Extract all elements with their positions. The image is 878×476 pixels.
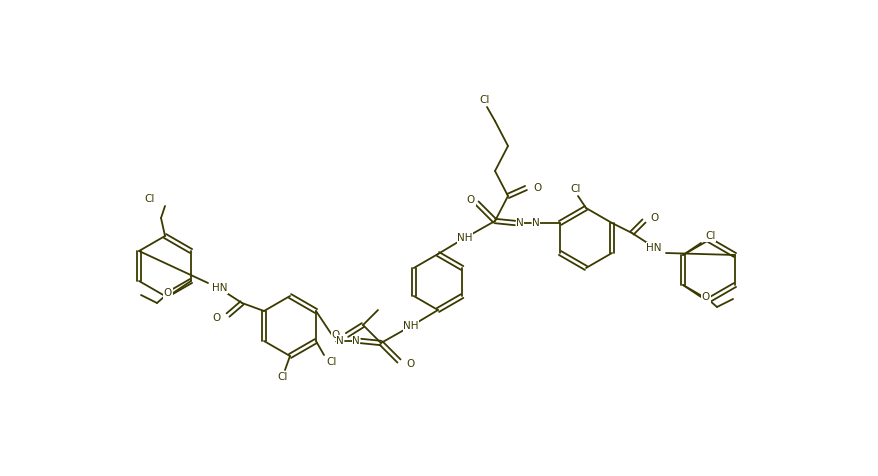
Text: Cl: Cl bbox=[277, 372, 288, 382]
Text: Cl: Cl bbox=[479, 95, 490, 105]
Text: O: O bbox=[163, 288, 172, 298]
Text: O: O bbox=[331, 330, 340, 340]
Text: HN: HN bbox=[212, 283, 227, 293]
Text: N: N bbox=[515, 218, 523, 228]
Text: HN: HN bbox=[645, 243, 661, 253]
Text: Cl: Cl bbox=[145, 194, 155, 204]
Text: O: O bbox=[212, 313, 220, 323]
Text: O: O bbox=[649, 213, 658, 223]
Text: N: N bbox=[531, 218, 539, 228]
Text: N: N bbox=[335, 336, 343, 346]
Text: N: N bbox=[352, 336, 359, 346]
Text: Cl: Cl bbox=[570, 184, 580, 194]
Text: NH: NH bbox=[457, 233, 472, 243]
Text: NH: NH bbox=[403, 321, 418, 331]
Text: O: O bbox=[701, 292, 709, 302]
Text: O: O bbox=[406, 359, 414, 369]
Text: Cl: Cl bbox=[326, 357, 336, 367]
Text: O: O bbox=[466, 195, 475, 205]
Text: Cl: Cl bbox=[704, 231, 715, 241]
Text: O: O bbox=[532, 183, 541, 193]
